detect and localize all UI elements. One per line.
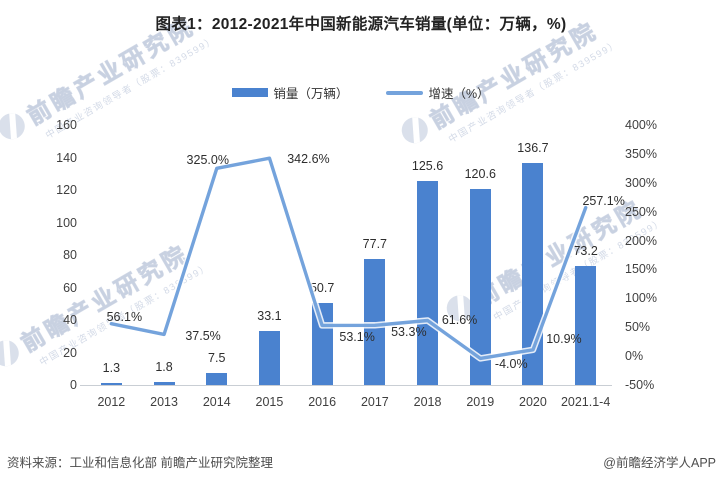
legend-label-growth: 增速（%） [428,87,490,101]
y-axis-tick-left: 20 [63,345,77,360]
x-axis-label: 2020 [519,395,547,409]
y-axis-tick-right: 200% [625,233,657,248]
x-axis-label: 2013 [150,395,178,409]
x-axis-label: 2019 [466,395,495,409]
x-axis-label: 2016 [308,395,337,409]
bar-value-label: 7.5 [208,350,226,365]
y-axis-tick-left: 140 [56,150,77,165]
y-axis-tick-left: 80 [63,248,77,262]
y-axis-tick-right: 150% [625,262,657,277]
bar-series-swatch-icon [232,88,269,97]
growth-value-label: -4.0% [494,357,528,372]
x-axis-label: 2021.1-4 [560,395,611,409]
sales-bar [206,372,228,385]
growth-value-label: 61.6% [441,312,478,327]
sales-bar [364,258,386,385]
x-axis-label: 2014 [202,395,231,409]
watermark-logo-icon [397,112,433,148]
sales-bar [417,180,439,385]
credit-note: @前瞻经济学人APP [603,456,716,470]
chart-title: 图表1：2012-2021年中国新能源汽车销量(单位：万辆，%) [155,16,567,33]
growth-value-label: 257.1% [582,193,625,208]
line-series-swatch-icon [386,90,424,95]
y-axis-tick-left: 120 [56,183,77,197]
y-axis-tick-right: 400% [625,118,657,132]
growth-value-label: 37.5% [185,329,221,344]
bar-value-label: 136.7 [517,140,549,155]
y-axis-tick-right: 100% [625,291,657,306]
bar-value-label: 1.8 [155,360,173,375]
y-axis-tick-right: 300% [625,175,657,190]
legend-item-sales: 销量（万辆） [232,83,348,102]
legend-item-growth: 增速（%） [386,83,490,102]
y-axis-tick-right: 50% [625,320,651,335]
sales-bar [153,382,175,385]
bar-value-label: 77.7 [362,236,388,251]
source-note: 资料来源：工业和信息化部 前瞻产业研究院整理 [7,456,273,470]
x-axis-line [80,385,612,386]
growth-value-label: 53.1% [339,330,375,345]
y-axis-tick-right: 0% [625,349,644,364]
growth-value-label: 342.6% [287,152,330,167]
legend: 销量（万辆） 增速（%） [0,83,722,102]
growth-value-label: 10.9% [546,331,582,346]
growth-value-label: 325.0% [186,153,229,168]
y-axis-tick-left: 60 [63,280,77,295]
bar-value-label: 33.1 [257,309,282,324]
sales-bar [575,266,597,385]
x-axis-label: 2012 [97,395,126,409]
sales-bar [258,331,280,385]
bar-value-label: 1.3 [102,360,121,375]
growth-value-label: 53.3% [391,325,427,340]
bar-value-label: 50.7 [309,280,335,295]
sales-bar [100,382,122,385]
growth-value-label: 56.1% [106,309,143,324]
y-axis-tick-left: 100 [56,215,77,230]
bar-value-label: 120.6 [464,167,496,182]
x-axis-label: 2017 [360,395,389,409]
y-axis-tick-right: 250% [625,204,657,219]
sales-bar [522,162,544,385]
y-axis-tick-right: 350% [625,146,657,161]
legend-label-sales: 销量（万辆） [273,87,349,101]
y-axis-tick-left: 160 [56,118,77,132]
x-axis-label: 2018 [413,395,442,409]
y-axis-tick-left: 40 [63,313,77,327]
bar-value-label: 73.2 [573,244,598,259]
y-axis-tick-left: 0 [70,378,77,392]
y-axis-tick-right: -50% [625,378,655,392]
x-axis-label: 2015 [255,395,284,409]
